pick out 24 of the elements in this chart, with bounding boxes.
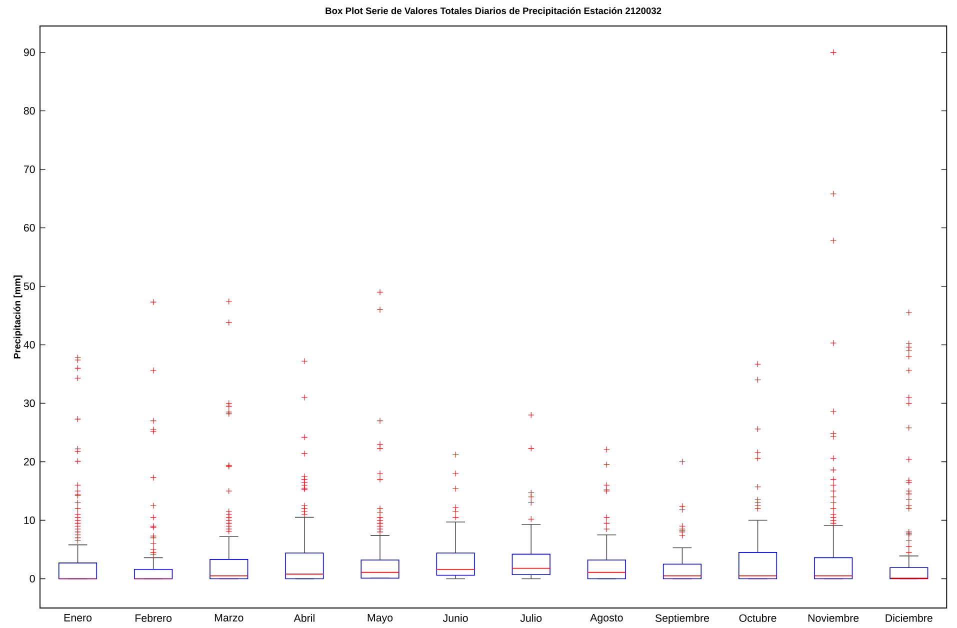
y-tick-label: 70 xyxy=(24,165,35,173)
y-tick-label: 0 xyxy=(30,574,35,582)
x-tick-label: Marzo xyxy=(214,614,244,622)
x-tick-label: Abril xyxy=(294,614,314,622)
x-tick-label: Febrero xyxy=(136,614,172,622)
x-tick-label: Noviembre xyxy=(808,614,859,622)
x-tick-label: Agosto xyxy=(590,614,623,624)
chart-title: Box Plot Serie de Valores Totales Diarios de Precipitación Estación 2120032 xyxy=(326,6,662,16)
x-tick-label: Diciembre xyxy=(886,614,932,622)
y-tick-label: 50 xyxy=(24,282,35,290)
x-tick-label: Enero xyxy=(64,614,92,622)
y-tick-label: 10 xyxy=(24,516,35,524)
y-tick-label: 20 xyxy=(24,458,35,466)
x-tick-label: Junio xyxy=(442,614,468,622)
y-tick-label: 90 xyxy=(24,48,35,56)
y-tick-label: 40 xyxy=(24,340,35,348)
x-tick-label: Julio xyxy=(520,614,542,622)
x-tick-label: Mayo xyxy=(368,614,393,624)
x-tick-label: Octubre xyxy=(739,614,776,622)
y-tick-label: 80 xyxy=(24,106,35,114)
y-tick-label: 60 xyxy=(24,224,35,232)
y-tick-label: 30 xyxy=(24,399,35,407)
x-tick-label: Septiembre xyxy=(655,614,710,624)
y-axis-title: Precipitación [mm] xyxy=(13,275,22,358)
